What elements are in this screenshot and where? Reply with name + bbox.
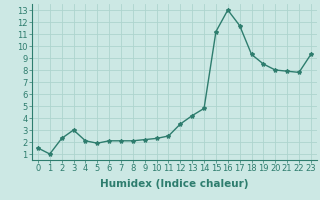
X-axis label: Humidex (Indice chaleur): Humidex (Indice chaleur) <box>100 179 249 189</box>
